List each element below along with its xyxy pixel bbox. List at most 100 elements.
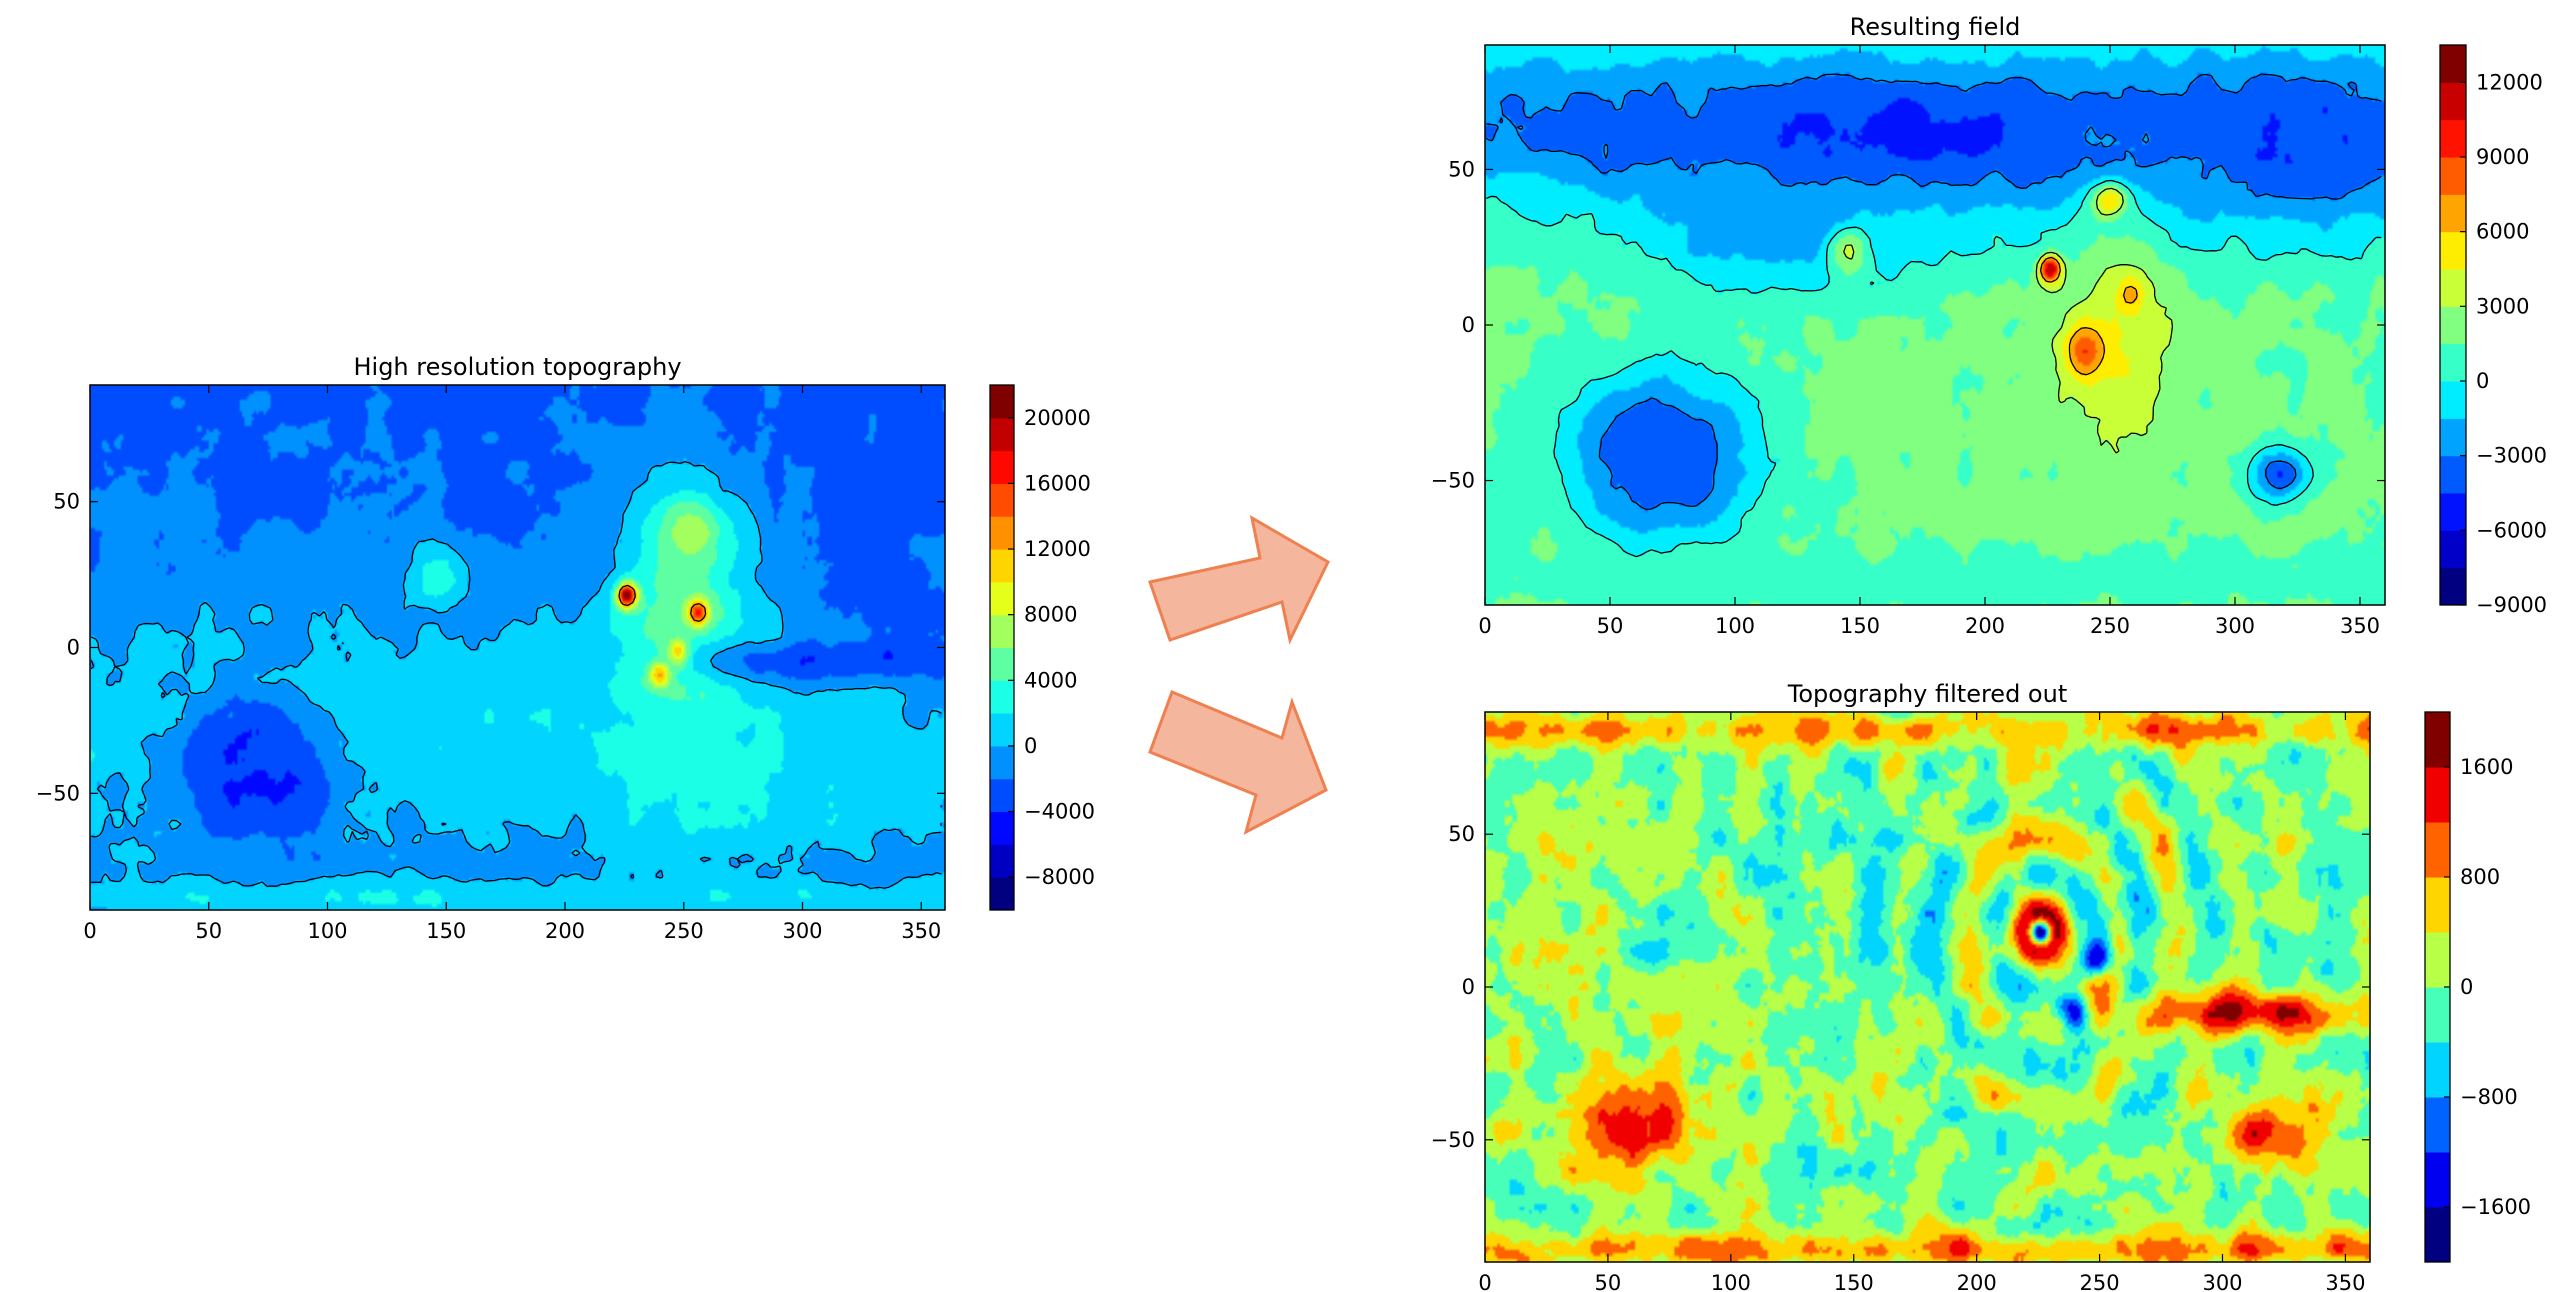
colorbar-tick-label: 4000 bbox=[1024, 668, 1077, 692]
colorbar-tick-label: 9000 bbox=[2476, 145, 2529, 169]
field-image bbox=[1485, 45, 2385, 605]
contour-line bbox=[90, 460, 943, 890]
colorbar-tick-label: 6000 bbox=[2476, 220, 2529, 244]
colorbar-swatch bbox=[2440, 418, 2466, 457]
plot-title: Resulting field bbox=[1850, 13, 2021, 41]
colorbar-tick-label: −1600 bbox=[2460, 1195, 2531, 1219]
flow-arrows bbox=[1148, 515, 1330, 835]
colorbar-swatch bbox=[2440, 455, 2466, 494]
contour-line bbox=[618, 584, 707, 622]
x-tick-label: 250 bbox=[2090, 614, 2130, 638]
colorbar-swatch bbox=[2425, 987, 2450, 1043]
colorbar-swatch bbox=[2440, 567, 2466, 606]
colorbar-swatch bbox=[990, 778, 1014, 813]
y-tick-label: −50 bbox=[1431, 469, 1475, 493]
colorbar-tick-label: 3000 bbox=[2476, 294, 2529, 318]
contour-line bbox=[1486, 179, 2382, 558]
colorbar-swatch bbox=[990, 549, 1014, 583]
x-tick-label: 300 bbox=[782, 919, 822, 943]
colorbar-swatch bbox=[2440, 343, 2466, 382]
plot-title: Topography filtered out bbox=[1787, 680, 2068, 708]
colorbar-swatch bbox=[2425, 1152, 2450, 1208]
x-tick-label: 0 bbox=[1478, 1271, 1491, 1292]
colorbar-swatch bbox=[2425, 877, 2450, 933]
colorbar-tick-label: 0 bbox=[2460, 975, 2473, 999]
colorbar-tick-label: −3000 bbox=[2476, 444, 2547, 468]
colorbar-tick-label: 20000 bbox=[1024, 406, 1091, 430]
high-res-topography-panel: High resolution topography 0 50 100 150 200 25… bbox=[36, 353, 1095, 943]
x-tick-label: 100 bbox=[1715, 614, 1755, 638]
colorbar-tick-label: −8000 bbox=[1024, 865, 1095, 889]
contour-line bbox=[1843, 187, 2174, 454]
x-tick-label: 250 bbox=[2080, 1271, 2120, 1292]
topography-filtered-panel: Topography filtered out 0 50 100 150 200 250 30… bbox=[1431, 680, 2531, 1292]
field-image bbox=[1485, 712, 2370, 1262]
colorbar-swatch bbox=[990, 450, 1014, 484]
x-tick-label: 150 bbox=[1840, 614, 1880, 638]
x-tick-label: 350 bbox=[901, 919, 941, 943]
contour-line bbox=[1485, 73, 2382, 511]
colorbar-swatch bbox=[990, 581, 1014, 616]
colorbar-swatch bbox=[2440, 306, 2466, 345]
y-tick-label: 0 bbox=[67, 636, 80, 660]
colorbar-swatch bbox=[2425, 822, 2450, 878]
field-image bbox=[90, 385, 945, 910]
colorbar-swatch bbox=[990, 877, 1014, 911]
colorbar-tick-label: 12000 bbox=[1024, 537, 1091, 561]
x-tick-label: 150 bbox=[1834, 1271, 1874, 1292]
y-tick-label: −50 bbox=[1431, 1128, 1475, 1152]
y-tick-label: 0 bbox=[1462, 975, 1475, 999]
colorbar-swatch bbox=[990, 713, 1014, 747]
colorbar-tick-label: −9000 bbox=[2476, 593, 2547, 617]
colorbar-tick-label: −6000 bbox=[2476, 518, 2547, 542]
colorbar-swatch bbox=[990, 647, 1014, 681]
colorbar-tick-label: 1600 bbox=[2460, 755, 2513, 779]
y-tick-label: 50 bbox=[1448, 157, 1475, 181]
colorbar-swatch bbox=[2425, 767, 2450, 823]
colorbar-swatch bbox=[990, 745, 1014, 780]
colorbar-frame bbox=[989, 384, 1015, 911]
x-tick-label: 300 bbox=[2202, 1271, 2242, 1292]
x-tick-label: 100 bbox=[307, 919, 347, 943]
colorbar-tick-label: 16000 bbox=[1024, 471, 1091, 495]
colorbar-swatch bbox=[990, 680, 1014, 714]
colorbar-swatch bbox=[2425, 932, 2450, 988]
arrow-to-resulting-field bbox=[1148, 515, 1330, 645]
x-tick-label: 200 bbox=[1965, 614, 2005, 638]
colorbar-swatch bbox=[2440, 119, 2466, 158]
colorbar-swatch bbox=[2440, 82, 2466, 121]
x-tick-label: 200 bbox=[1957, 1271, 1997, 1292]
arrow-to-filtered-topography bbox=[1148, 690, 1328, 835]
y-tick-label: 50 bbox=[1448, 822, 1475, 846]
y-tick-label: 0 bbox=[1462, 313, 1475, 337]
colorbar-swatch bbox=[2425, 1097, 2450, 1153]
colorbar-swatch bbox=[990, 483, 1014, 517]
x-tick-label: 0 bbox=[1478, 614, 1491, 638]
x-tick-label: 350 bbox=[2340, 614, 2380, 638]
colorbar-swatch bbox=[2440, 194, 2466, 233]
colorbar-swatch bbox=[2440, 157, 2466, 195]
x-tick-label: 150 bbox=[426, 919, 466, 943]
colorbar-swatch bbox=[990, 614, 1014, 648]
colorbar-tick-label: 800 bbox=[2460, 865, 2500, 889]
colorbar-swatch bbox=[2425, 1042, 2450, 1098]
colorbar-frame bbox=[2439, 44, 2467, 606]
colorbar-tick-label: −4000 bbox=[1024, 800, 1095, 824]
x-tick-label: 100 bbox=[1711, 1271, 1751, 1292]
colorbar-tick-label: 12000 bbox=[2476, 70, 2543, 94]
x-tick-label: 50 bbox=[1597, 614, 1624, 638]
colorbar-swatch bbox=[990, 385, 1014, 419]
contour-line bbox=[2039, 256, 2138, 376]
x-tick-label: 300 bbox=[2215, 614, 2255, 638]
x-tick-label: 0 bbox=[83, 919, 96, 943]
resulting-field-panel: Resulting field 0 50 100 150 200 250 300 350 −50 0… bbox=[1431, 13, 2547, 638]
x-tick-label: 50 bbox=[195, 919, 222, 943]
plot-title: High resolution topography bbox=[353, 353, 681, 381]
colorbar-swatch bbox=[2440, 269, 2466, 307]
x-tick-label: 250 bbox=[664, 919, 704, 943]
colorbar-swatch bbox=[990, 811, 1014, 845]
colorbar-swatch bbox=[2440, 45, 2466, 83]
colorbar-swatch bbox=[2440, 381, 2466, 419]
colorbar-swatch bbox=[990, 844, 1014, 878]
